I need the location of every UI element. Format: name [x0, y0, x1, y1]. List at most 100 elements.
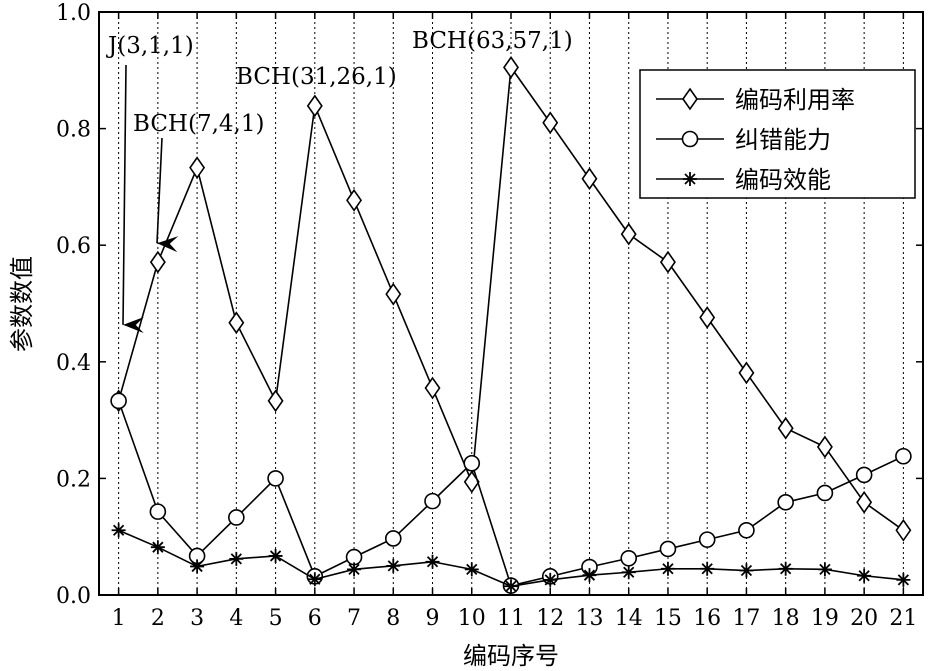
diamond-marker: [385, 282, 402, 306]
x-tick-label: 1: [112, 606, 126, 631]
circle-marker: [698, 531, 716, 548]
circle-marker: [110, 392, 127, 410]
y-tick-label: 0.0: [56, 584, 91, 609]
diamond-marker: [699, 306, 716, 329]
asterisk-marker: [504, 579, 518, 594]
diamond-marker: [620, 222, 637, 246]
diamond-marker: [738, 361, 755, 385]
x-tick-label: 10: [458, 606, 486, 631]
series-1: [110, 55, 912, 542]
x-axis-title: 编码序号: [463, 642, 559, 670]
legend-entry: 编码效能: [656, 166, 831, 194]
circle-marker: [681, 130, 699, 148]
y-tick-label: 0.2: [56, 467, 91, 492]
x-tick-label: 17: [732, 606, 760, 631]
asterisk-marker: [621, 565, 636, 580]
asterisk-marker: [111, 523, 126, 538]
circle-marker: [384, 530, 402, 547]
asterisk-marker: [386, 558, 401, 573]
asterisk-marker: [347, 562, 362, 577]
y-tick-label: 1.0: [56, 1, 91, 26]
diamond-marker: [189, 156, 206, 180]
x-tick-label: 7: [347, 606, 361, 631]
x-tick-label: 6: [308, 606, 322, 631]
asterisk-marker: [268, 548, 283, 563]
circle-marker: [816, 484, 834, 502]
circle-marker: [777, 494, 794, 511]
diamond-marker: [777, 416, 794, 440]
asterisk-marker: [857, 568, 872, 583]
diamond-marker: [503, 55, 519, 79]
x-tick-label: 14: [615, 606, 643, 631]
diamond-marker: [542, 111, 559, 135]
circle-marker: [855, 466, 873, 484]
diamond-marker: [267, 389, 284, 413]
x-tick-label: 9: [426, 606, 440, 631]
circle-marker: [659, 540, 677, 558]
axis-ticks: 1 2 3 4 5 6 7 8 9 10 11 12 13 14 15 16 17 18 19 20 210.00.20…: [56, 1, 923, 631]
asterisk-marker: [896, 572, 911, 587]
y-tick-label: 0.8: [56, 118, 91, 143]
diamond-marker: [306, 94, 323, 118]
diamond-marker: [895, 518, 912, 542]
x-tick-label: 18: [772, 606, 800, 631]
x-tick-label: 19: [811, 606, 839, 631]
x-tick-label: 12: [536, 606, 564, 631]
y-tick-label: 0.4: [56, 351, 91, 376]
legend-label: 纠错能力: [735, 126, 831, 154]
y-axis-title: 参数数值: [8, 256, 36, 352]
circle-marker: [228, 509, 245, 526]
diamond-marker: [424, 376, 441, 400]
annotation-label: BCH(31,26,1): [236, 64, 397, 90]
legend-entry: 编码利用率: [656, 86, 855, 114]
series-group: [110, 55, 912, 594]
y-tick-label: 0.6: [56, 234, 91, 259]
x-tick-label: 5: [269, 606, 283, 631]
x-tick-label: 13: [575, 606, 603, 631]
annotation-arrow: [156, 137, 179, 253]
diamond-marker: [682, 87, 698, 111]
x-tick-label: 8: [386, 606, 400, 631]
x-tick-label: 4: [229, 606, 243, 631]
legend-entry: 纠错能力: [656, 126, 831, 154]
asterisk-marker: [543, 572, 558, 587]
legend-label: 编码效能: [735, 166, 831, 194]
asterisk-marker: [229, 551, 244, 566]
asterisk-marker: [307, 572, 322, 587]
x-tick-label: 15: [654, 606, 682, 631]
asterisk-marker: [739, 563, 754, 578]
annotations: J(3,1,1) BCH(7,4,1) BCH(31,26,1) BCH(63,57,…: [106, 28, 573, 334]
circle-marker: [620, 549, 638, 567]
x-tick-label: 20: [850, 606, 878, 631]
x-tick-label: 16: [693, 606, 721, 631]
circle-marker: [424, 492, 441, 510]
x-tick-label: 3: [190, 606, 204, 631]
annotation-arrow: [122, 64, 144, 334]
asterisk-marker: [817, 562, 832, 577]
asterisk-marker: [582, 568, 597, 583]
diamond-marker: [346, 188, 363, 212]
circle-marker: [895, 447, 912, 465]
diamond-marker: [463, 470, 480, 494]
asterisk-marker: [464, 562, 479, 577]
asterisk-marker: [425, 554, 440, 569]
diamond-marker: [581, 167, 598, 191]
diamond-marker: [659, 250, 676, 274]
circle-marker: [149, 503, 167, 520]
asterisk-marker: [700, 561, 715, 576]
x-tick-label: 11: [497, 606, 525, 631]
asterisk-marker: [778, 561, 793, 576]
legend-label: 编码利用率: [735, 86, 855, 114]
diamond-marker: [856, 490, 873, 514]
series-3: [111, 523, 911, 594]
x-tick-label: 21: [889, 606, 917, 631]
circle-marker: [738, 521, 755, 539]
x-tick-label: 2: [151, 606, 165, 631]
annotation-label: BCH(63,57,1): [412, 28, 573, 54]
circle-marker: [267, 470, 284, 487]
diamond-marker: [816, 435, 833, 459]
asterisk-marker: [660, 561, 675, 576]
diamond-marker: [149, 250, 166, 274]
